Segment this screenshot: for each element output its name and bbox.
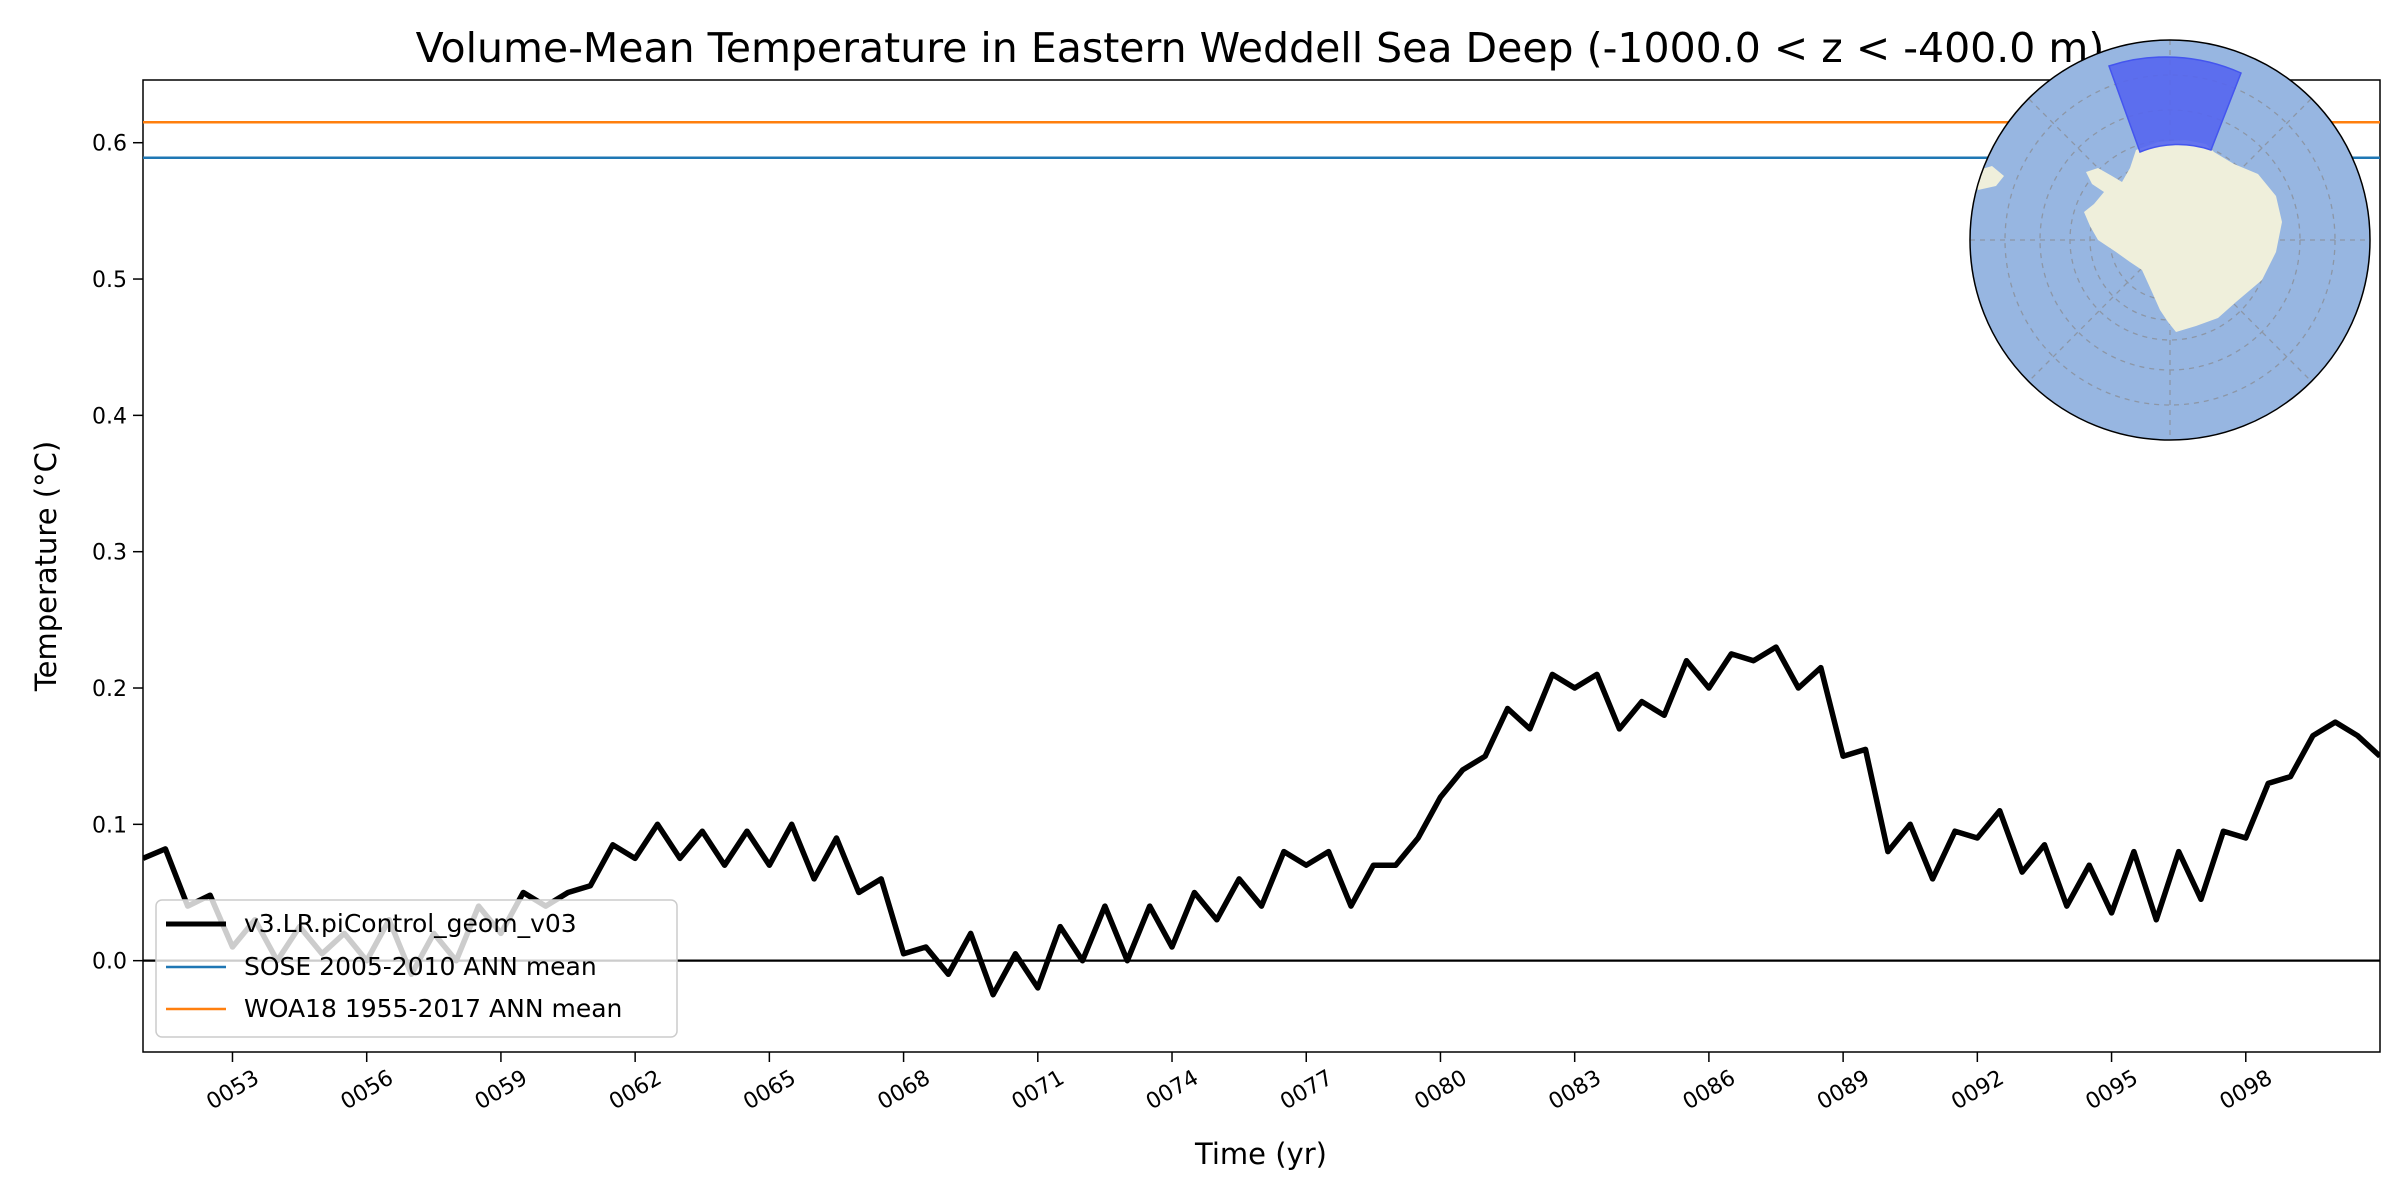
x-axis: 0053 0056 0059 0062 0065 0068 0071 0074 0077 0080… — [202, 1052, 2277, 1116]
x-tick-label: 0095 — [2082, 1066, 2143, 1116]
y-tick-label: 0.4 — [92, 404, 127, 429]
y-axis: 0.0 0.1 0.2 0.3 0.4 0.5 0.6 — [92, 132, 143, 975]
legend: v3.LR.piControl_geom_v03 SOSE 2005-2010 … — [155, 899, 678, 1038]
y-tick-label: 0.0 — [92, 950, 127, 975]
map-land-antarctica — [2084, 140, 2282, 332]
x-tick-label: 0056 — [337, 1066, 398, 1116]
legend-box — [155, 899, 678, 1038]
x-tick-label: 0059 — [471, 1066, 532, 1116]
x-tick-label: 0062 — [605, 1066, 666, 1116]
x-tick-label: 0089 — [1813, 1066, 1874, 1116]
y-tick-label: 0.6 — [92, 132, 127, 157]
y-tick-label: 0.1 — [92, 813, 127, 838]
x-tick-label: 0092 — [1947, 1066, 2008, 1116]
legend-label: SOSE 2005-2010 ANN mean — [244, 952, 597, 981]
legend-label: v3.LR.piControl_geom_v03 — [244, 909, 577, 938]
x-tick-label: 0071 — [1008, 1066, 1069, 1116]
x-tick-label: 0080 — [1410, 1066, 1471, 1116]
y-tick-label: 0.3 — [92, 541, 127, 566]
map-region-highlight — [2108, 56, 2242, 153]
y-tick-label: 0.2 — [92, 677, 127, 702]
map-border — [1969, 39, 2371, 441]
x-tick-label: 0077 — [1276, 1066, 1337, 1116]
x-tick-label: 0065 — [739, 1066, 800, 1116]
x-axis-label: Time (yr) — [1194, 1137, 1327, 1171]
y-axis-label: Temperature (°C) — [29, 441, 63, 692]
chart-title: Volume-Mean Temperature in Eastern Wedde… — [416, 24, 2105, 72]
x-tick-label: 0074 — [1142, 1066, 1203, 1116]
y-tick-label: 0.5 — [92, 268, 127, 293]
x-tick-label: 0086 — [1679, 1066, 1740, 1116]
x-tick-label: 0053 — [202, 1066, 263, 1116]
x-tick-label: 0098 — [2216, 1066, 2277, 1116]
x-tick-label: 0068 — [874, 1066, 935, 1116]
inset-polar-map — [1969, 39, 2371, 441]
legend-label: WOA18 1955-2017 ANN mean — [244, 994, 622, 1023]
x-tick-label: 0083 — [1545, 1066, 1606, 1116]
plot-area — [142, 79, 2381, 1053]
